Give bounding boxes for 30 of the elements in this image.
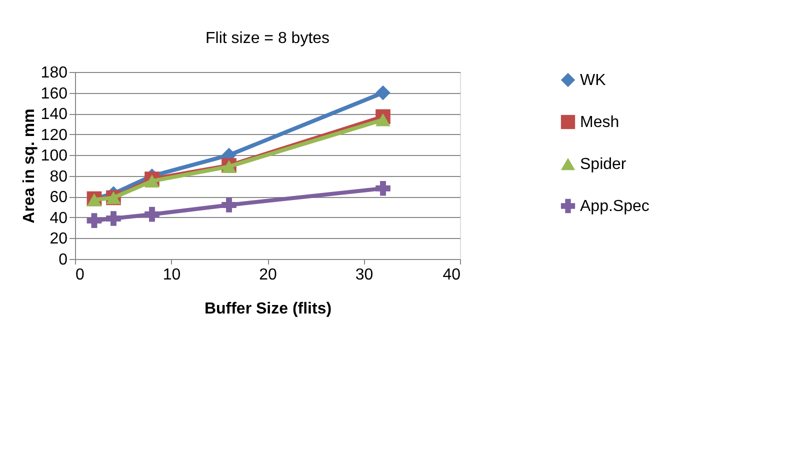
point — [376, 113, 390, 126]
point — [144, 206, 160, 222]
y-tick-label: 180 — [40, 64, 68, 82]
y-tick-label: 140 — [40, 106, 68, 124]
y-tick-label: 40 — [50, 210, 68, 227]
y-tick-label: 0 — [58, 252, 68, 268]
y-axis-title: Area in sq. mm — [20, 108, 38, 224]
y-tick-label: 20 — [50, 230, 68, 248]
x-tick-label: 30 — [355, 266, 374, 284]
y-tick-label: 120 — [40, 126, 68, 144]
legend-label: Mesh — [580, 114, 620, 131]
legend-label: App.Spec — [580, 198, 650, 215]
x-axis-title: Buffer Size (flits) — [204, 300, 332, 318]
point — [144, 174, 160, 188]
point — [222, 198, 236, 212]
point — [376, 85, 390, 100]
x-tick-label: 40 — [442, 266, 461, 284]
x-tick-label: 0 — [76, 266, 84, 284]
x-tick-label: 10 — [162, 266, 181, 284]
y-tick-label: 60 — [50, 189, 68, 206]
y-tick-label: 160 — [40, 85, 68, 102]
point — [86, 213, 102, 228]
point — [376, 180, 390, 196]
y-tick-label: 80 — [50, 168, 68, 186]
y-tick-label: 100 — [40, 148, 68, 165]
legend-label: WK — [580, 72, 606, 89]
chart-title: Flit size = 8 bytes — [205, 30, 330, 47]
legend-label: Spider — [580, 156, 627, 173]
x-tick-label: 20 — [259, 266, 277, 284]
point — [106, 211, 121, 226]
